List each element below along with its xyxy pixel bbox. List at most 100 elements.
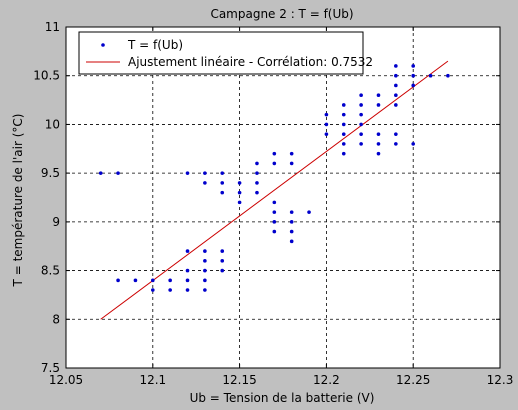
data-point <box>341 151 346 156</box>
data-point <box>151 288 155 292</box>
data-point <box>220 259 225 263</box>
data-point <box>185 278 190 283</box>
data-point <box>203 171 207 175</box>
data-point <box>116 278 120 283</box>
data-point <box>237 181 242 185</box>
data-point <box>220 249 225 253</box>
data-point <box>376 151 381 156</box>
data-point <box>307 210 311 214</box>
data-point <box>324 112 329 117</box>
data-point <box>185 268 190 273</box>
data-point <box>394 64 398 68</box>
y-axis-ticks: 7.5 8 8.5 9 9.5 10 10.5 11 <box>33 20 500 375</box>
data-point <box>446 73 450 78</box>
data-point <box>359 142 363 146</box>
data-point <box>168 288 172 292</box>
data-point <box>376 93 381 97</box>
y-tick-label: 11 <box>45 20 60 34</box>
chart-title: Campagne 2 : T = f(Ub) <box>210 7 353 21</box>
data-point <box>289 229 294 234</box>
data-point <box>341 132 346 136</box>
data-point <box>359 93 363 97</box>
data-point <box>255 161 259 166</box>
x-tick-label: 12.05 <box>49 373 83 387</box>
data-point <box>411 64 416 68</box>
data-point <box>185 171 190 175</box>
legend-marker-scatter <box>101 43 105 47</box>
data-point <box>411 142 416 146</box>
data-point <box>203 181 207 185</box>
data-point <box>133 278 138 283</box>
x-axis-label: Ub = Tension de la batterie (V) <box>190 391 375 405</box>
data-point <box>376 132 381 136</box>
y-tick-label: 8.5 <box>41 264 60 278</box>
data-point <box>255 181 259 185</box>
fit-line-series <box>100 60 449 320</box>
legend-label-fit: Ajustement linéaire - Corrélation: 0.753… <box>128 55 373 69</box>
data-point <box>203 288 207 292</box>
data-point <box>203 268 207 273</box>
y-tick-label: 9.5 <box>41 166 60 180</box>
data-point <box>289 161 294 166</box>
data-point <box>203 249 207 253</box>
x-tick-label: 12.2 <box>313 373 340 387</box>
y-tick-label: 10.5 <box>33 69 60 83</box>
x-tick-label: 12.3 <box>487 373 514 387</box>
y-tick-label: 8 <box>52 312 60 326</box>
fit-line <box>100 60 449 320</box>
data-point <box>220 171 225 175</box>
data-point <box>272 220 277 224</box>
data-point <box>289 220 294 224</box>
data-point <box>394 103 398 107</box>
data-point <box>428 73 433 78</box>
data-point <box>220 190 225 195</box>
plot-area <box>65 26 501 369</box>
data-point <box>341 122 346 127</box>
data-point <box>272 210 277 214</box>
data-point <box>394 132 398 136</box>
data-point <box>411 83 416 88</box>
data-point <box>394 83 398 88</box>
data-point <box>203 278 207 283</box>
data-point <box>394 93 398 97</box>
y-tick-label: 9 <box>52 215 60 229</box>
data-point <box>359 132 363 136</box>
data-point <box>237 190 242 195</box>
data-point <box>359 103 363 107</box>
scatter-series <box>98 64 450 292</box>
data-point <box>272 229 277 234</box>
data-point <box>324 122 329 127</box>
y-tick-label: 10 <box>45 117 60 131</box>
data-point <box>98 171 103 175</box>
data-point <box>376 142 381 146</box>
data-point <box>168 278 172 283</box>
x-tick-label: 12.15 <box>222 373 256 387</box>
legend: T = f(Ub) Ajustement linéaire - Corrélat… <box>78 31 373 75</box>
data-point <box>376 103 381 107</box>
x-axis-ticks: 12.05 12.1 12.15 12.2 12.25 12.3 <box>49 27 514 387</box>
data-point <box>255 190 259 195</box>
data-point <box>185 249 190 253</box>
data-point <box>272 161 277 166</box>
data-point <box>272 200 277 205</box>
data-point <box>341 112 346 117</box>
legend-label-scatter: T = f(Ub) <box>127 38 183 52</box>
data-point <box>185 288 190 292</box>
data-point <box>151 278 155 283</box>
y-axis-label: T = température de l'air (°C) <box>11 114 25 288</box>
data-point <box>203 259 207 263</box>
y-tick-label: 7.5 <box>41 361 60 375</box>
data-point <box>411 73 416 78</box>
data-point <box>220 268 225 273</box>
data-point <box>289 151 294 156</box>
data-point <box>341 142 346 146</box>
data-point <box>341 103 346 107</box>
data-point <box>220 181 225 185</box>
data-point <box>359 122 363 127</box>
data-point <box>394 73 398 78</box>
x-tick-label: 12.25 <box>396 373 430 387</box>
data-point <box>394 142 398 146</box>
data-point <box>289 210 294 214</box>
data-point <box>255 171 259 175</box>
